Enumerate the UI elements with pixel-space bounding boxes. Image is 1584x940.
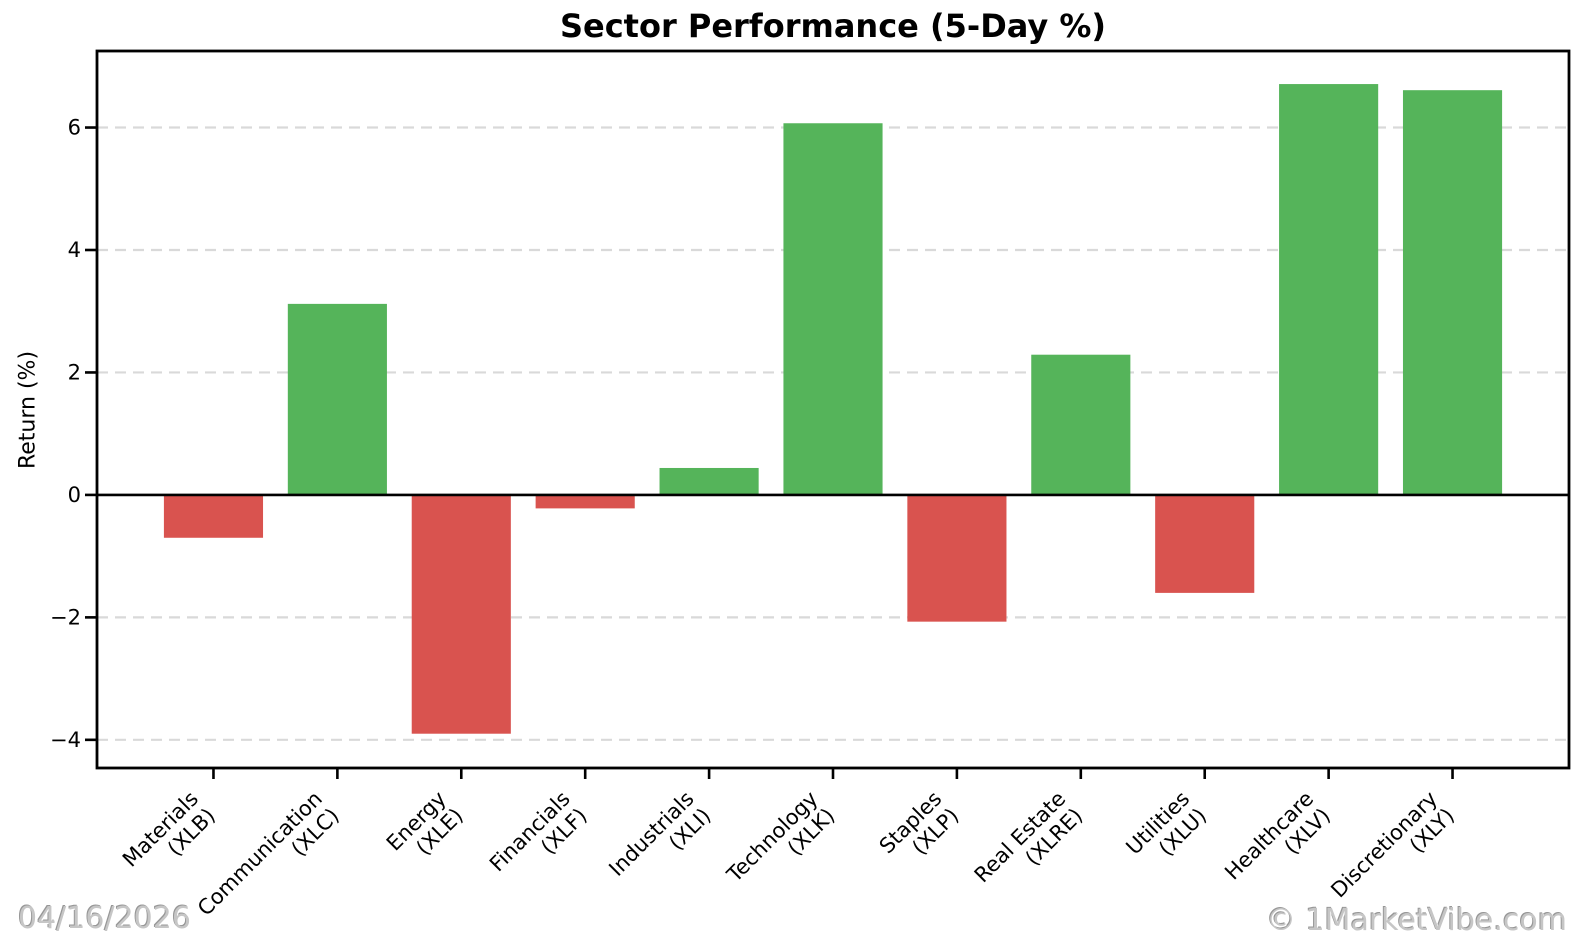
y-tick-label: 2: [68, 360, 81, 384]
bar-technology: [783, 123, 883, 495]
x-tick-label: Discretionary(XLY): [1326, 787, 1459, 920]
credit-watermark: © 1MarketVibe.com: [1265, 903, 1567, 938]
y-tick-label: −2: [50, 605, 81, 629]
x-tick-label: Healthcare(XLV): [1220, 787, 1335, 902]
y-tick-label: 4: [68, 238, 81, 262]
x-tick-label: Communication(XLC): [193, 787, 344, 938]
bar-communication: [287, 303, 387, 495]
bar-utilities: [1155, 494, 1255, 593]
x-tick-label: Financials(XLF): [485, 787, 592, 894]
x-tick-label: Industrials(XLI): [604, 787, 715, 898]
x-tick-label: Materials(XLB): [118, 787, 220, 889]
x-tick-label: Energy(XLE): [382, 787, 468, 873]
date-watermark: 04/16/2026: [18, 901, 191, 936]
x-tick-label: Real Estate(XLRE): [970, 787, 1088, 905]
bar-healthcare: [1279, 84, 1379, 495]
bar-financials: [535, 494, 635, 509]
bar-discretionary: [1402, 90, 1503, 495]
chart-title: Sector Performance (5-Day %): [559, 7, 1107, 45]
bar-energy: [411, 494, 511, 734]
bar-staples: [907, 494, 1007, 622]
x-tick-label: Utilities(XLU): [1121, 787, 1211, 877]
bar-real-estate: [1031, 354, 1131, 495]
y-tick-label: 0: [68, 483, 81, 507]
bar-industrials: [659, 467, 759, 495]
y-tick-label: −4: [50, 728, 81, 752]
x-tick-label: Technology(XLK): [722, 787, 840, 905]
y-tick-label: 6: [68, 116, 81, 140]
x-tick-label: Staples(XLP): [875, 787, 964, 876]
bar-materials: [163, 494, 264, 538]
